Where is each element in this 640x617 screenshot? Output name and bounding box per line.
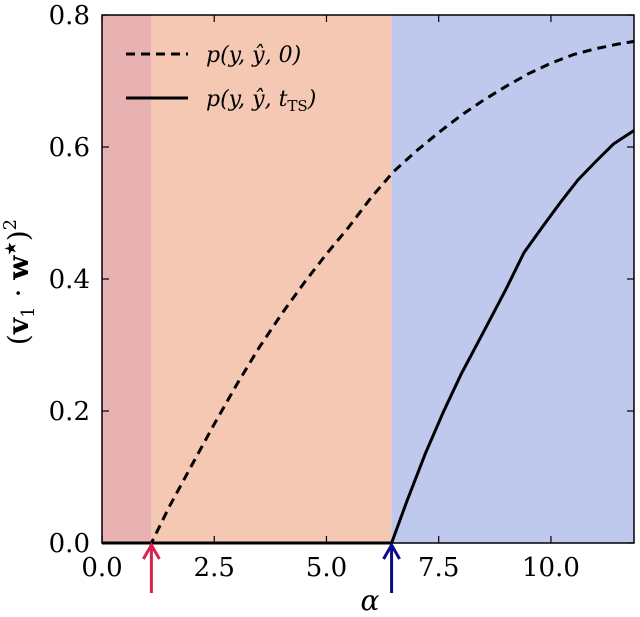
y-axis-label: (v1 · w★)2	[0, 219, 39, 345]
y-label-v-sub: 1	[18, 306, 39, 317]
y-label-w-sup: ★	[1, 241, 20, 255]
plot-frame	[101, 14, 635, 544]
x-tick-label-1: 2.5	[194, 553, 235, 583]
legend-label-1-main: p(y, ŷ, t	[206, 87, 288, 112]
threshold-arrow-1	[382, 541, 401, 593]
legend-label-0: p(y, ŷ, 0)	[206, 43, 301, 68]
y-tick-label-0: 0.0	[49, 529, 90, 559]
y-tick-label-4: 0.8	[49, 1, 90, 31]
legend-label-1-sub: TS	[287, 97, 307, 115]
threshold-arrow-head-1	[382, 541, 401, 560]
y-label-v: v	[2, 317, 35, 335]
y-label-power: 2	[0, 219, 21, 230]
y-tick-label-3: 0.6	[49, 133, 90, 163]
y-label-w: w	[2, 255, 35, 281]
y-tick-label-1: 0.2	[49, 397, 90, 427]
legend: p(y, ŷ, 0) p(y, ŷ, tTS)	[126, 43, 316, 115]
y-label-dot: ·	[2, 280, 35, 307]
x-tick-label-4: 10.0	[522, 553, 580, 583]
series-line-0	[102, 39, 635, 545]
y-tick-label-2: 0.4	[49, 265, 90, 295]
threshold-arrows	[142, 541, 401, 593]
legend-label-1-end: )	[307, 87, 317, 112]
threshold-arrow-head-0	[142, 541, 161, 560]
svg-text:(v1 · w★)2: (v1 · w★)2	[0, 219, 39, 345]
y-tick-labels: 0.0 0.2 0.4 0.6 0.8	[49, 1, 90, 559]
series-line-1	[102, 129, 635, 545]
background-regions	[102, 15, 634, 543]
x-tick-label-2: 5.0	[306, 553, 347, 583]
x-axis-label: α	[361, 584, 380, 617]
region-2	[391, 15, 634, 543]
x-tick-label-0: 0.0	[81, 553, 122, 583]
x-tick-label-3: 7.5	[418, 553, 459, 583]
region-1	[151, 15, 392, 543]
x-tick-labels: 0.0 2.5 5.0 7.5 10.0	[81, 553, 580, 583]
series-lines	[102, 39, 635, 545]
region-0	[102, 15, 152, 543]
legend-label-1: p(y, ŷ, tTS)	[206, 87, 316, 115]
y-label-close: )	[2, 230, 35, 241]
threshold-arrow-0	[142, 541, 161, 593]
y-label-open: (	[2, 334, 35, 345]
